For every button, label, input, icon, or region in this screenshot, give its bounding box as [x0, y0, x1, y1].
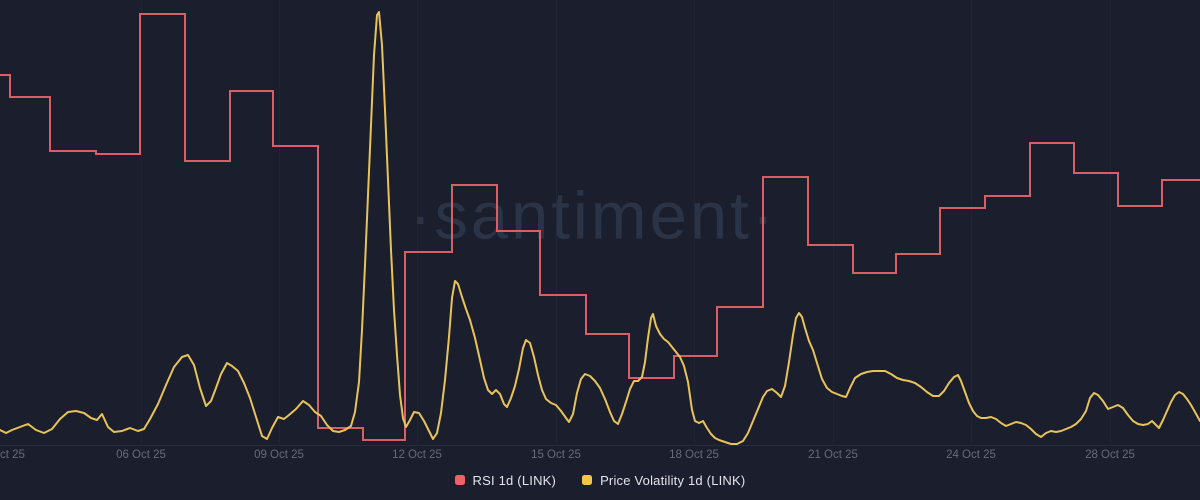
x-axis-tick-label: 12 Oct 25: [392, 449, 442, 461]
volatility-legend-swatch-icon: [582, 475, 593, 485]
x-axis-tick-label: 21 Oct 25: [808, 449, 858, 461]
x-axis-tick-label: 09 Oct 25: [254, 449, 304, 461]
rsi-line: [0, 13, 1200, 441]
x-axis-tick-label: 06 Oct 25: [116, 449, 166, 461]
legend-item-rsi[interactable]: RSI 1d (LINK): [454, 472, 557, 488]
x-axis-tick-label: 24 Oct 25: [946, 449, 996, 461]
x-axis: ct 25 06 Oct 25 09 Oct 25 12 Oct 25 15 Oct 2…: [0, 448, 1200, 464]
volatility-line: [0, 11, 1200, 445]
x-axis-tick-label: 15 Oct 25: [531, 449, 581, 461]
volatility-legend-label: Price Volatility 1d (LINK): [600, 472, 746, 488]
x-axis-tick-label: 28 Oct 25: [1085, 449, 1135, 461]
legend-item-volatility[interactable]: Price Volatility 1d (LINK): [582, 473, 745, 488]
rsi-legend-label: RSI 1d (LINK): [472, 472, 557, 488]
chart-legend: RSI 1d (LINK) Price Volatility 1d (LINK): [0, 469, 1200, 491]
x-axis-tick-label: ct 25: [0, 449, 25, 461]
x-axis-tick-label: 18 Oct 25: [669, 449, 719, 461]
rsi-legend-swatch-icon: [454, 475, 465, 485]
